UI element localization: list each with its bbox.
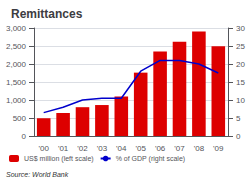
svg-text:2,500: 2,500 bbox=[6, 42, 27, 51]
svg-text:'05: '05 bbox=[135, 144, 146, 153]
svg-text:'06: '06 bbox=[155, 144, 166, 153]
svg-text:1,000: 1,000 bbox=[6, 96, 27, 105]
svg-text:US$ million (left scale): US$ million (left scale) bbox=[24, 155, 94, 163]
svg-text:'08: '08 bbox=[194, 144, 205, 153]
svg-text:10: 10 bbox=[236, 96, 245, 105]
svg-text:20: 20 bbox=[236, 60, 245, 69]
svg-text:'02: '02 bbox=[77, 144, 88, 153]
svg-text:% of GDP (right scale): % of GDP (right scale) bbox=[116, 155, 186, 163]
svg-text:0: 0 bbox=[22, 132, 27, 141]
svg-text:0: 0 bbox=[236, 132, 241, 141]
svg-text:3,000: 3,000 bbox=[6, 24, 27, 33]
svg-text:500: 500 bbox=[13, 114, 27, 123]
svg-text:1,500: 1,500 bbox=[6, 78, 27, 87]
svg-text:'04: '04 bbox=[116, 144, 127, 153]
svg-text:15: 15 bbox=[236, 78, 245, 87]
svg-text:25: 25 bbox=[236, 42, 245, 51]
svg-text:Source: World Bank: Source: World Bank bbox=[6, 171, 69, 178]
svg-text:'07: '07 bbox=[174, 144, 185, 153]
svg-text:Remittances: Remittances bbox=[11, 7, 83, 21]
svg-text:5: 5 bbox=[236, 114, 241, 123]
svg-text:30: 30 bbox=[236, 24, 245, 33]
svg-text:'01: '01 bbox=[58, 144, 69, 153]
svg-text:'09: '09 bbox=[213, 144, 224, 153]
svg-text:2,000: 2,000 bbox=[6, 60, 27, 69]
svg-text:'03: '03 bbox=[97, 144, 108, 153]
svg-text:'00: '00 bbox=[38, 144, 49, 153]
